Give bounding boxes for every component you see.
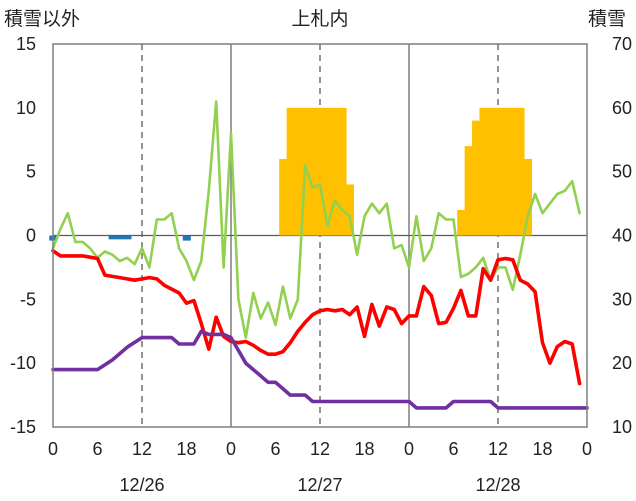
series-line-3 bbox=[51, 329, 589, 410]
chart-title: 上札内 bbox=[291, 8, 348, 30]
bar bbox=[501, 107, 510, 236]
bar bbox=[509, 107, 518, 236]
plot-frame bbox=[52, 43, 588, 428]
left-tick-label: -10 bbox=[10, 353, 36, 373]
x-tick-label: 0 bbox=[582, 439, 592, 459]
day-label: 12/26 bbox=[119, 475, 164, 495]
day-label: 12/28 bbox=[475, 475, 520, 495]
left-tick-label: -5 bbox=[20, 289, 36, 309]
bar bbox=[472, 120, 481, 236]
right-tick-label: 50 bbox=[612, 162, 632, 182]
right-tick-label: 10 bbox=[612, 417, 632, 437]
right-tick-label: 20 bbox=[612, 353, 632, 373]
x-tick-label: 12 bbox=[132, 439, 152, 459]
bar bbox=[464, 146, 473, 236]
bar bbox=[516, 107, 525, 236]
x-tick-label: 18 bbox=[532, 439, 552, 459]
bar bbox=[486, 107, 495, 236]
bar bbox=[308, 107, 317, 236]
right-tick-label: 30 bbox=[612, 289, 632, 309]
bar bbox=[523, 158, 532, 236]
bar bbox=[323, 107, 332, 236]
bar bbox=[338, 107, 347, 236]
x-tick-label: 12 bbox=[310, 439, 330, 459]
right-tick-label: 60 bbox=[612, 98, 632, 118]
bar bbox=[182, 235, 191, 241]
right-axis-title: 積雪 bbox=[588, 8, 626, 30]
x-tick-label: 6 bbox=[448, 439, 458, 459]
right-tick-label: 40 bbox=[612, 226, 632, 246]
bar bbox=[108, 235, 117, 240]
bar bbox=[286, 107, 295, 236]
x-tick-label: 0 bbox=[226, 439, 236, 459]
x-tick-label: 0 bbox=[404, 439, 414, 459]
left-tick-label: 0 bbox=[26, 226, 36, 246]
bar bbox=[294, 107, 303, 236]
bar bbox=[123, 235, 132, 240]
bar bbox=[316, 107, 325, 236]
x-tick-label: 18 bbox=[176, 439, 196, 459]
left-tick-label: 10 bbox=[16, 98, 36, 118]
x-tick-label: 0 bbox=[48, 439, 58, 459]
x-tick-label: 12 bbox=[488, 439, 508, 459]
bar bbox=[279, 158, 288, 236]
x-tick-label: 6 bbox=[270, 439, 280, 459]
series-line-2 bbox=[51, 249, 582, 386]
bar bbox=[457, 209, 466, 236]
day-label: 12/27 bbox=[297, 475, 342, 495]
x-tick-label: 18 bbox=[354, 439, 374, 459]
bar bbox=[494, 107, 503, 236]
left-tick-label: 15 bbox=[16, 34, 36, 54]
left-axis-title: 積雪以外 bbox=[4, 8, 80, 30]
bar bbox=[116, 235, 125, 240]
left-tick-label: -15 bbox=[10, 417, 36, 437]
bar bbox=[345, 184, 354, 236]
line-layer bbox=[51, 100, 589, 410]
left-tick-label: 5 bbox=[26, 162, 36, 182]
bar bbox=[331, 107, 340, 236]
right-tick-label: 70 bbox=[612, 34, 632, 54]
bar bbox=[479, 107, 488, 236]
x-tick-label: 6 bbox=[92, 439, 102, 459]
